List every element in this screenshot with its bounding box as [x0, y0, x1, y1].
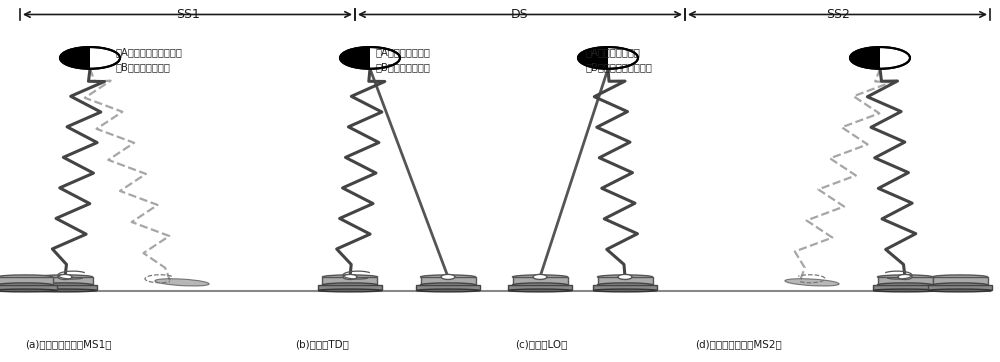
Ellipse shape: [420, 275, 476, 279]
Circle shape: [618, 274, 632, 279]
FancyBboxPatch shape: [38, 277, 92, 285]
Ellipse shape: [873, 289, 937, 292]
Ellipse shape: [598, 275, 652, 279]
FancyBboxPatch shape: [420, 277, 476, 285]
Wedge shape: [60, 47, 90, 69]
FancyBboxPatch shape: [322, 277, 377, 285]
Circle shape: [898, 274, 912, 279]
FancyBboxPatch shape: [0, 277, 53, 285]
Ellipse shape: [932, 275, 988, 279]
FancyBboxPatch shape: [318, 285, 382, 290]
Text: DS: DS: [511, 8, 529, 21]
Ellipse shape: [878, 275, 932, 279]
Ellipse shape: [420, 283, 476, 287]
FancyBboxPatch shape: [932, 277, 988, 285]
Ellipse shape: [512, 283, 568, 287]
Circle shape: [58, 274, 72, 279]
Ellipse shape: [322, 283, 378, 287]
FancyBboxPatch shape: [0, 285, 57, 290]
Circle shape: [850, 47, 910, 69]
Ellipse shape: [878, 283, 932, 287]
FancyBboxPatch shape: [928, 285, 992, 290]
Ellipse shape: [512, 275, 568, 279]
FancyBboxPatch shape: [598, 277, 653, 285]
Ellipse shape: [322, 275, 378, 279]
Ellipse shape: [38, 283, 92, 287]
Ellipse shape: [0, 289, 57, 292]
Text: (d)单足中立状态（MS2）: (d)单足中立状态（MS2）: [695, 339, 782, 349]
FancyBboxPatch shape: [416, 285, 480, 290]
Text: SS2: SS2: [826, 8, 850, 21]
Text: SS1: SS1: [176, 8, 200, 21]
Ellipse shape: [932, 283, 988, 287]
Ellipse shape: [318, 289, 382, 292]
Text: 腿A：晚期摇动控制
腿B：晚期单腿支撑控制: 腿A：晚期摇动控制 腿B：晚期单腿支撑控制: [585, 47, 652, 73]
Text: (c)起脚（LO）: (c)起脚（LO）: [515, 339, 567, 349]
Ellipse shape: [593, 289, 657, 292]
FancyBboxPatch shape: [593, 285, 657, 290]
Ellipse shape: [33, 289, 97, 292]
Text: (b)落脚（TD）: (b)落脚（TD）: [295, 339, 349, 349]
Ellipse shape: [38, 275, 92, 279]
Ellipse shape: [0, 283, 52, 287]
Circle shape: [60, 47, 120, 69]
Circle shape: [441, 274, 455, 279]
Ellipse shape: [0, 275, 52, 279]
Wedge shape: [578, 47, 608, 69]
Text: (a)单足中立状态（MS1）: (a)单足中立状态（MS1）: [25, 339, 112, 349]
FancyBboxPatch shape: [873, 285, 937, 290]
Text: 腿A：双足支撑控制
腿B：双足支撑控制: 腿A：双足支撑控制 腿B：双足支撑控制: [375, 47, 430, 73]
Circle shape: [340, 47, 400, 69]
Ellipse shape: [508, 289, 572, 292]
Ellipse shape: [416, 289, 480, 292]
FancyBboxPatch shape: [878, 277, 933, 285]
Circle shape: [533, 274, 547, 279]
Ellipse shape: [598, 283, 652, 287]
Wedge shape: [850, 47, 880, 69]
FancyBboxPatch shape: [513, 277, 568, 285]
Circle shape: [578, 47, 638, 69]
Wedge shape: [340, 47, 370, 69]
Ellipse shape: [155, 279, 209, 286]
Ellipse shape: [785, 279, 839, 286]
Ellipse shape: [928, 289, 992, 292]
FancyBboxPatch shape: [508, 285, 572, 290]
FancyBboxPatch shape: [33, 285, 97, 290]
Circle shape: [343, 274, 357, 279]
Text: 腿A：早期单足支撑控制
腿B：早期摇动控制: 腿A：早期单足支撑控制 腿B：早期摇动控制: [115, 47, 182, 73]
